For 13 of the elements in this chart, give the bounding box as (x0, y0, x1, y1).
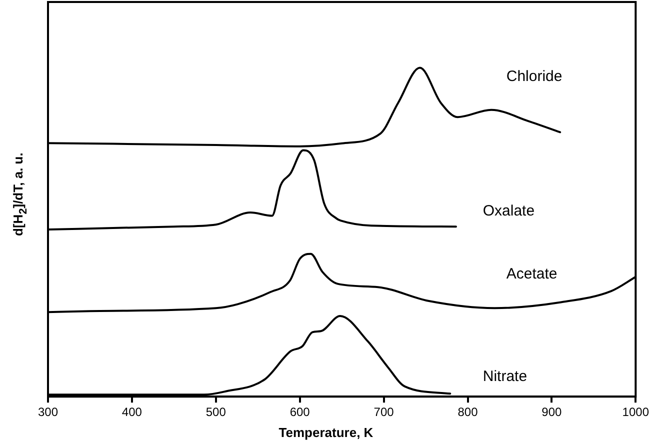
x-tick-label: 800 (458, 405, 478, 420)
x-tick-label: 500 (206, 405, 226, 420)
x-axis-title: Temperature, K (278, 425, 374, 440)
x-tick-label: 600 (290, 405, 310, 420)
x-tick-label: 400 (122, 405, 142, 420)
series-label: Acetate (506, 265, 558, 282)
series-label: Oxalate (482, 202, 535, 220)
x-tick-label: 700 (374, 405, 394, 420)
x-tick-label: 300 (38, 405, 58, 420)
series-label: Chloride (506, 68, 562, 86)
x-tick-label: 1000 (622, 405, 650, 420)
x-tick-label: 900 (542, 405, 562, 420)
text: Nitrate (482, 368, 528, 386)
